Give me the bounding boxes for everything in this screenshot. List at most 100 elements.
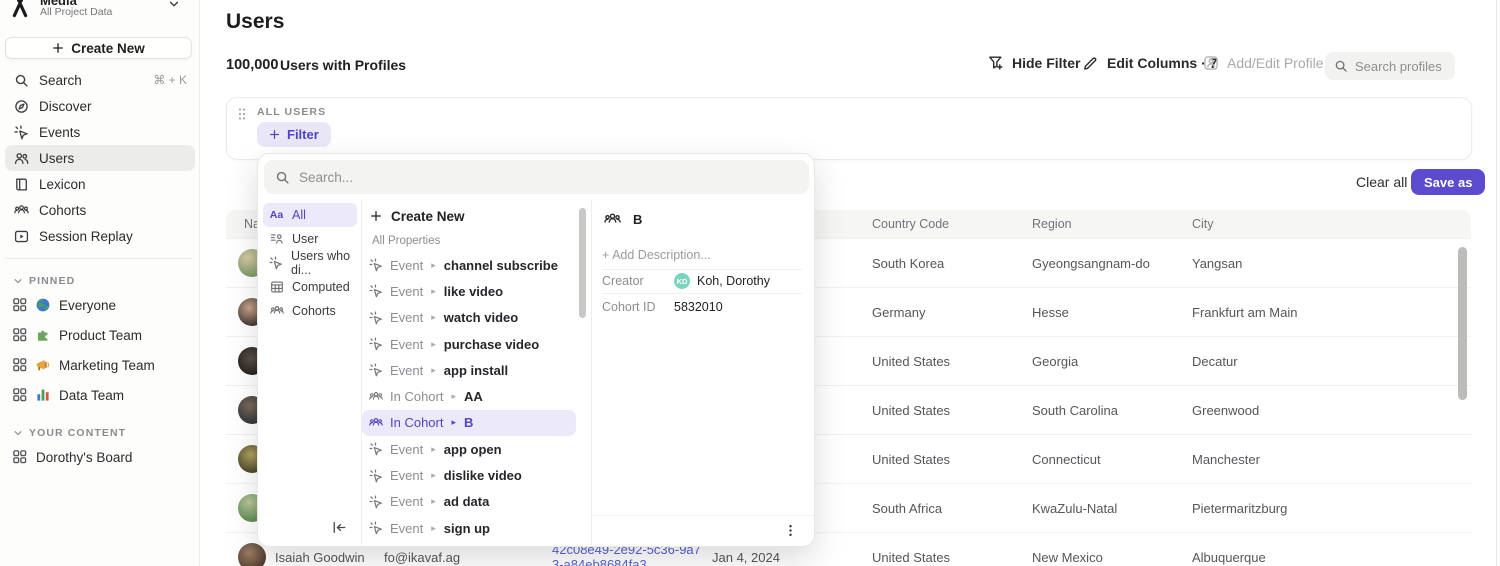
sidebar-item-label: Users bbox=[39, 150, 75, 166]
sidebar-item-label: Cohorts bbox=[39, 202, 87, 218]
sidebar-item-discover[interactable]: Discover bbox=[5, 93, 195, 119]
replay-icon bbox=[13, 229, 29, 244]
filter-card: ALL USERS Filter bbox=[226, 97, 1472, 160]
table-row[interactable]: South Africa KwaZulu-Natal Pietermaritzb… bbox=[226, 483, 1471, 532]
property-item-app-install[interactable]: Event ▸ app install bbox=[362, 357, 576, 383]
property-item-channel-subscribe[interactable]: Event ▸ channel subscribe bbox=[362, 252, 576, 278]
megaphone-icon bbox=[36, 358, 50, 372]
sidebar-item-users[interactable]: Users bbox=[5, 145, 195, 171]
table-row[interactable]: Isaiah Goodwin fo@ikavaf.ag 42c08e49-2e9… bbox=[226, 532, 1471, 566]
caret-separator: ▸ bbox=[431, 259, 436, 270]
cohort-id-value: 5832010 bbox=[674, 299, 723, 314]
sidebar-board-marketing-team[interactable]: Marketing Team bbox=[5, 350, 195, 380]
board-label: Product Team bbox=[59, 327, 143, 343]
user-count: 100,000 bbox=[226, 57, 279, 73]
property-item-watch-video[interactable]: Event ▸ watch video bbox=[362, 305, 576, 331]
keyboard-shortcut: ⌘ + K bbox=[153, 73, 187, 87]
property-item-dislike-video[interactable]: Event ▸ dislike video bbox=[362, 462, 576, 488]
board-icon bbox=[13, 298, 27, 312]
sidebar-nav: Search ⌘ + K Discover Events Users Lexic… bbox=[5, 67, 195, 249]
property-item-in-cohort-aa[interactable]: In Cohort ▸ AA bbox=[362, 383, 576, 409]
user-country: United States bbox=[872, 549, 951, 565]
sidebar-board-product-team[interactable]: Product Team bbox=[5, 320, 195, 350]
sidebar-item-session-replay[interactable]: Session Replay bbox=[5, 223, 195, 249]
sidebar-board-everyone[interactable]: Everyone bbox=[5, 290, 195, 320]
plus-icon bbox=[370, 210, 382, 222]
section-title: YOUR CONTENT bbox=[29, 427, 127, 439]
collapse-panel-icon[interactable] bbox=[332, 520, 347, 535]
hide-filter-button[interactable]: Hide Filter bbox=[988, 55, 1080, 71]
plus-icon bbox=[52, 42, 64, 54]
sidebar-board-data-team[interactable]: Data Team bbox=[5, 380, 195, 410]
globe-icon bbox=[36, 298, 50, 312]
column-header-country-code[interactable]: Country Code bbox=[872, 217, 950, 231]
event-spark-icon bbox=[368, 311, 383, 325]
event-spark-icon bbox=[368, 284, 383, 298]
panel-search-box[interactable] bbox=[264, 160, 809, 194]
app-logo-icon bbox=[10, 0, 30, 18]
add-description-button[interactable]: + Add Description... bbox=[602, 248, 711, 262]
category-computed[interactable]: Computed bbox=[263, 275, 357, 299]
divider bbox=[361, 200, 362, 545]
sidebar-item-events[interactable]: Events bbox=[5, 119, 195, 145]
search-profiles-input[interactable] bbox=[1355, 58, 1445, 74]
property-item-app-open[interactable]: Event ▸ app open bbox=[362, 436, 576, 462]
property-item-purchase-video[interactable]: Event ▸ purchase video bbox=[362, 331, 576, 357]
search-profiles-box[interactable] bbox=[1325, 52, 1455, 80]
kebab-menu-icon[interactable] bbox=[783, 523, 798, 538]
property-item-ad-data[interactable]: Event ▸ ad data bbox=[362, 489, 576, 515]
user-country: South Africa bbox=[872, 500, 943, 516]
filter-button-label: Filter bbox=[287, 127, 319, 142]
pinned-section-header[interactable]: PINNED bbox=[5, 272, 195, 290]
event-spark-icon bbox=[269, 256, 283, 270]
category-all[interactable]: Aa All bbox=[263, 203, 357, 227]
panel-search-input[interactable] bbox=[299, 169, 759, 185]
book-icon bbox=[13, 177, 29, 192]
category-cohorts[interactable]: Cohorts bbox=[263, 299, 357, 323]
tab-users-with-profiles[interactable]: Users with Profiles bbox=[280, 57, 407, 73]
cohort-detail-pane: B + Add Description... Creator KD Koh, D… bbox=[592, 200, 814, 546]
add-filter-button[interactable]: Filter bbox=[257, 122, 331, 147]
cohort-icon bbox=[13, 203, 29, 218]
compass-icon bbox=[13, 99, 29, 114]
all-users-label: ALL USERS bbox=[257, 106, 327, 118]
property-item-like-video[interactable]: Event ▸ like video bbox=[362, 278, 576, 304]
category-users-who-did[interactable]: Users who di... bbox=[263, 249, 357, 277]
page-title: Users bbox=[226, 10, 285, 33]
section-label: All Properties bbox=[372, 234, 441, 247]
user-country: United States bbox=[872, 402, 951, 418]
user-city: Pietermaritzburg bbox=[1192, 500, 1288, 516]
panel-scrollbar[interactable] bbox=[579, 208, 586, 318]
sidebar-board-dorothys-board[interactable]: Dorothy's Board bbox=[5, 442, 195, 472]
create-new-button[interactable]: Create New bbox=[5, 37, 192, 59]
column-header-region[interactable]: Region bbox=[1032, 217, 1072, 231]
hide-filter-label: Hide Filter bbox=[1012, 55, 1081, 71]
panel-create-new-button[interactable]: Create New bbox=[362, 203, 590, 229]
your-content-section-header[interactable]: YOUR CONTENT bbox=[5, 424, 195, 442]
clear-all-button[interactable]: Clear all bbox=[1356, 174, 1408, 190]
sidebar-item-lexicon[interactable]: Lexicon bbox=[5, 171, 195, 197]
event-spark-icon bbox=[368, 363, 383, 377]
user-region: New Mexico bbox=[1032, 549, 1103, 565]
filter-property-panel: Aa All User Users who di... Computed Coh… bbox=[257, 153, 815, 547]
user-email: fo@ikavaf.ag bbox=[384, 549, 461, 565]
sidebar-item-search[interactable]: Search ⌘ + K bbox=[5, 67, 195, 93]
divider bbox=[5, 258, 192, 259]
column-header-city[interactable]: City bbox=[1192, 217, 1214, 231]
workspace-switcher[interactable]: Media All Project Data bbox=[8, 0, 192, 30]
drag-handle-icon[interactable] bbox=[237, 107, 247, 121]
property-item-sign-up[interactable]: Event ▸ sign up bbox=[362, 515, 576, 541]
category-user[interactable]: User bbox=[263, 227, 357, 251]
bar-chart-icon bbox=[36, 388, 50, 402]
edit-columns-button[interactable]: Edit Columns · 7 bbox=[1083, 55, 1217, 71]
save-as-button[interactable]: Save as bbox=[1411, 169, 1486, 195]
user-city: Decatur bbox=[1192, 353, 1238, 369]
window-edge bbox=[1496, 0, 1497, 566]
property-item-in-cohort-b[interactable]: In Cohort ▸ B bbox=[362, 409, 576, 437]
add-edit-profile-button[interactable]: Add/Edit Profile bbox=[1203, 55, 1324, 71]
table-scrollbar[interactable] bbox=[1458, 247, 1467, 400]
sidebar-item-cohorts[interactable]: Cohorts bbox=[5, 197, 195, 223]
edit-columns-label: Edit Columns · 7 bbox=[1107, 55, 1218, 71]
board-label: Dorothy's Board bbox=[36, 449, 133, 465]
search-icon bbox=[275, 170, 290, 185]
